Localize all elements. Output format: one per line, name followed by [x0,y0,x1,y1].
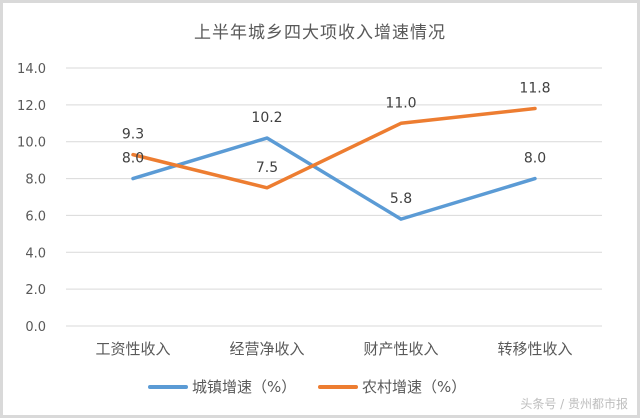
x-tick-label: 经营净收入 [229,340,304,358]
data-labels: 8.0 10.2 5.8 8.0 9.3 7.5 11.0 11.8 [122,81,551,208]
gridlines [66,67,602,327]
x-tick-label: 转移性收入 [497,340,572,358]
series-line-rural [131,106,537,190]
y-tick-label: 2.0 [25,283,46,298]
y-tick-label: 4.0 [25,246,46,261]
y-tick-label: 10.0 [17,136,46,151]
x-axis-ticks: 工资性收入 经营净收入 财产性收入 转移性收入 [95,340,572,358]
data-label: 8.0 [524,151,546,167]
data-label: 10.2 [251,110,282,126]
y-tick-label: 14.0 [17,62,46,77]
data-label: 11.8 [519,81,550,97]
legend-label-rural: 农村增速（%） [362,378,467,396]
data-label: 11.0 [385,95,416,111]
data-label: 9.3 [122,127,144,143]
series-line-urban [131,136,537,221]
x-tick-label: 财产性收入 [363,340,438,358]
y-tick-label: 0.0 [25,320,46,335]
chart-title: 上半年城乡四大项收入增速情况 [194,23,446,43]
legend-swatch-rural [318,384,358,389]
y-tick-label: 12.0 [17,99,46,114]
legend-label-urban: 城镇增速（%） [192,378,297,396]
series-lines [131,106,537,221]
legend-swatch-urban [148,384,188,389]
legend-item-urban[interactable]: 城镇增速（%） [148,376,296,397]
watermark: 头条号 / 贵州都市报 [520,397,628,411]
y-axis-ticks: 0.0 2.0 4.0 6.0 8.0 10.0 12.0 14.0 [17,62,46,335]
data-label: 7.5 [256,160,278,176]
x-tick-label: 工资性收入 [95,340,170,358]
y-tick-label: 8.0 [25,173,46,188]
legend: 城镇增速（%） 农村增速（%） [0,376,640,398]
data-label: 8.0 [122,151,144,167]
data-label: 5.8 [390,191,412,207]
legend-item-rural[interactable]: 农村增速（%） [318,376,466,397]
y-tick-label: 6.0 [25,209,46,224]
